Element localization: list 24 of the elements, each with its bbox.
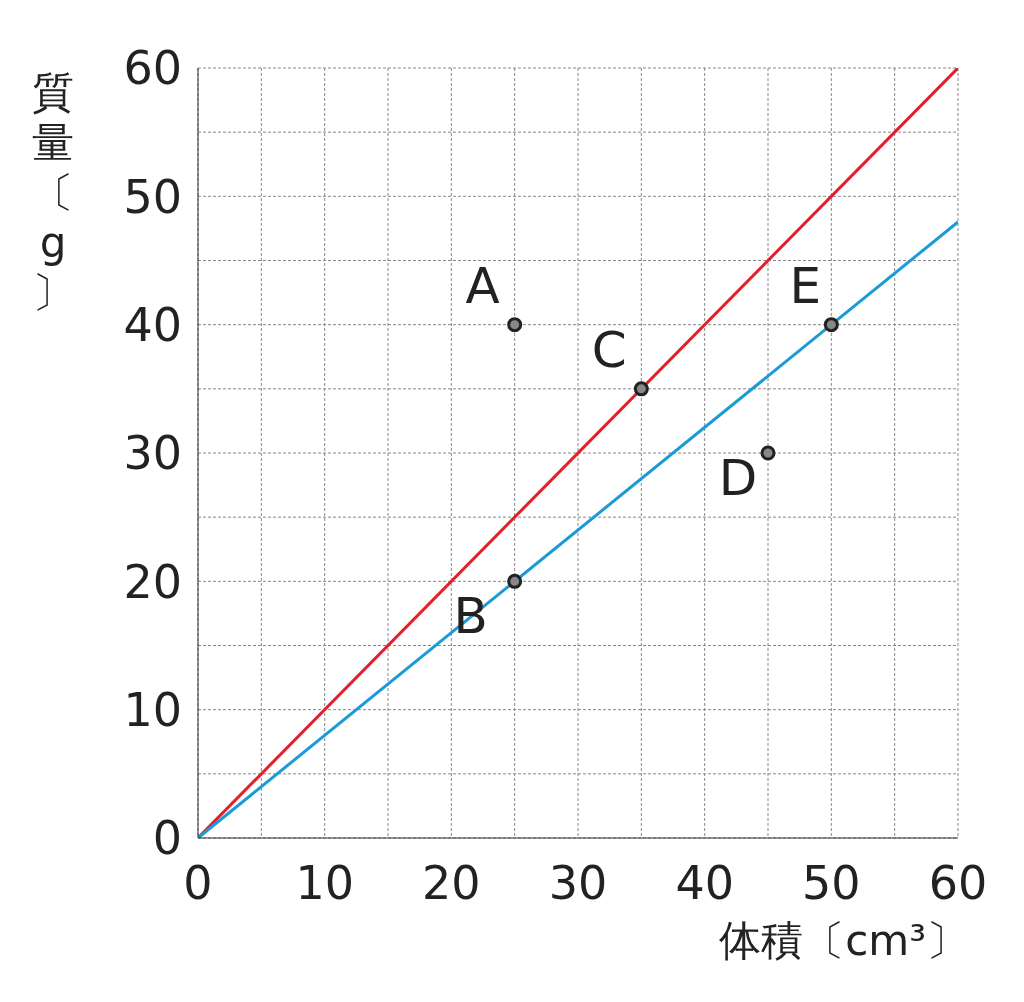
y-tick-label: 10 <box>123 683 182 737</box>
point <box>823 317 839 333</box>
annotation: D <box>718 449 758 507</box>
x-tick-label: 40 <box>675 855 734 910</box>
annotation: A <box>465 256 500 315</box>
y-axis-title: 質量〔g〕 <box>31 68 75 318</box>
y-tick-label: 60 <box>123 41 182 96</box>
annotation: C <box>591 320 627 379</box>
point <box>507 317 523 333</box>
point <box>507 573 523 589</box>
x-tick-label: 50 <box>802 855 861 910</box>
y-tick-label: 0 <box>152 811 182 866</box>
x-tick-label: 60 <box>928 855 988 910</box>
x-tick-label: 20 <box>422 855 481 910</box>
x-tick-label: 30 <box>548 855 608 910</box>
y-tick-label: 40 <box>123 298 182 352</box>
x-tick-label: 10 <box>295 855 354 910</box>
y-tick-label: 30 <box>123 426 182 481</box>
y-tick-label: 50 <box>123 169 182 224</box>
point <box>633 381 649 397</box>
point <box>760 445 776 461</box>
y-tick-label: 20 <box>123 554 182 609</box>
annotation: E <box>789 256 822 315</box>
x-axis-title: 体積〔cm³〕 <box>719 915 968 967</box>
